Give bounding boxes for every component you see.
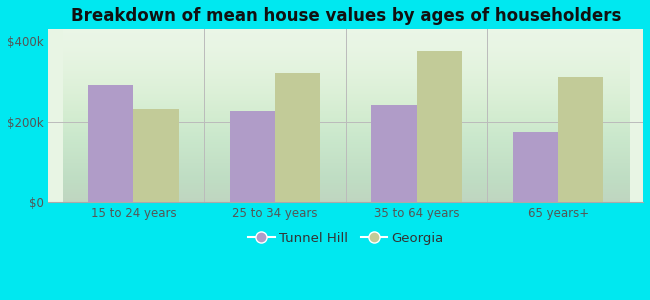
Bar bbox=[417, 51, 462, 202]
Bar bbox=[558, 77, 603, 202]
Bar bbox=[275, 74, 320, 202]
Title: Breakdown of mean house values by ages of householders: Breakdown of mean house values by ages o… bbox=[71, 7, 621, 25]
Legend: Tunnel Hill, Georgia: Tunnel Hill, Georgia bbox=[243, 227, 448, 250]
Bar bbox=[513, 131, 558, 202]
Bar bbox=[133, 110, 179, 202]
Bar bbox=[229, 112, 275, 202]
Bar bbox=[371, 106, 417, 202]
Bar bbox=[88, 85, 133, 202]
